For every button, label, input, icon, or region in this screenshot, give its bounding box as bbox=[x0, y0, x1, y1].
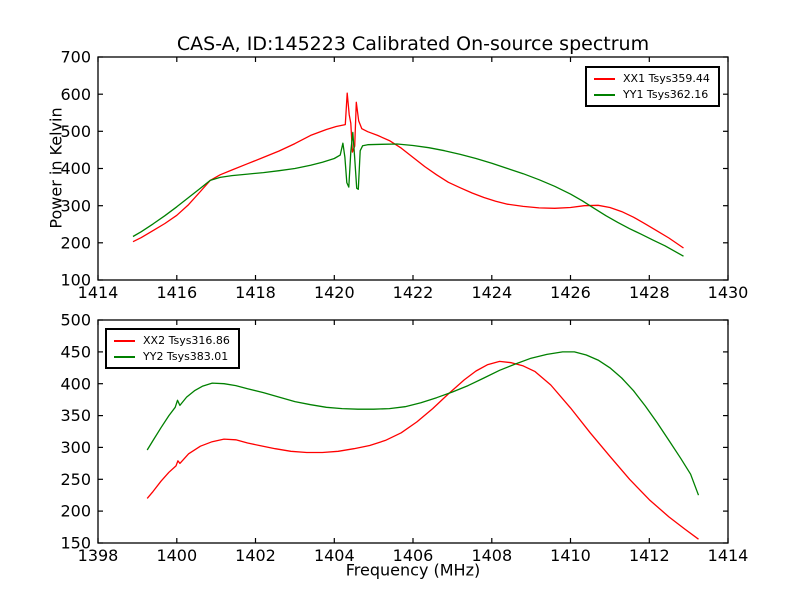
legend-entry: YY2 Tsys383.01 bbox=[114, 350, 230, 363]
x-tick-label: 1398 bbox=[78, 546, 119, 565]
x-tick-label: 1414 bbox=[78, 283, 119, 302]
legend-line-swatch bbox=[114, 339, 135, 342]
y-tick-label: 700 bbox=[60, 48, 91, 67]
legend-label: YY2 Tsys383.01 bbox=[143, 350, 229, 363]
legend-label: XX1 Tsys359.44 bbox=[623, 72, 710, 85]
chart-title: CAS-A, ID:145223 Calibrated On-source sp… bbox=[176, 33, 650, 55]
legend-label: YY1 Tsys362.16 bbox=[623, 88, 709, 101]
series-line-yy1 bbox=[132, 131, 684, 257]
legend-top-plot: XX1 Tsys359.44 YY1 Tsys362.16 bbox=[585, 66, 720, 107]
y-tick-label: 400 bbox=[60, 374, 91, 393]
legend-entry: XX2 Tsys316.86 bbox=[114, 334, 230, 347]
legend-line-swatch bbox=[114, 355, 135, 358]
x-tick-label: 1400 bbox=[156, 546, 197, 565]
legend-entry: XX1 Tsys359.44 bbox=[594, 72, 710, 85]
x-tick-label: 1430 bbox=[708, 283, 749, 302]
legend-bottom-plot: XX2 Tsys316.86 YY2 Tsys383.01 bbox=[105, 328, 240, 369]
x-tick-label: 1406 bbox=[393, 546, 434, 565]
y-tick-label: 150 bbox=[60, 534, 91, 553]
x-tick-label: 1402 bbox=[235, 546, 276, 565]
x-tick-label: 1418 bbox=[235, 283, 276, 302]
legend-label: XX2 Tsys316.86 bbox=[143, 334, 230, 347]
x-tick-label: 1414 bbox=[708, 546, 749, 565]
x-axis-label: Frequency (MHz) bbox=[345, 560, 481, 580]
y-tick-label: 450 bbox=[60, 343, 91, 362]
y-tick-label: 400 bbox=[60, 159, 91, 178]
series-line-xx1 bbox=[132, 92, 684, 249]
x-tick-label: 1410 bbox=[550, 546, 591, 565]
y-tick-label: 350 bbox=[60, 406, 91, 425]
y-tick-label: 250 bbox=[60, 470, 91, 489]
y-tick-label: 300 bbox=[60, 438, 91, 457]
x-tick-label: 1420 bbox=[314, 283, 355, 302]
legend-line-swatch bbox=[594, 93, 615, 96]
y-tick-label: 500 bbox=[60, 122, 91, 141]
x-tick-label: 1404 bbox=[314, 546, 355, 565]
x-tick-label: 1428 bbox=[629, 283, 670, 302]
x-tick-label: 1408 bbox=[471, 546, 512, 565]
series-line-xx2 bbox=[146, 360, 699, 540]
x-tick-label: 1424 bbox=[471, 283, 512, 302]
legend-line-swatch bbox=[594, 77, 615, 80]
series-line-yy2 bbox=[146, 351, 700, 496]
y-tick-label: 300 bbox=[60, 196, 91, 215]
x-tick-label: 1422 bbox=[393, 283, 434, 302]
y-tick-label: 200 bbox=[60, 233, 91, 252]
y-tick-label: 600 bbox=[60, 85, 91, 104]
legend-entry: YY1 Tsys362.16 bbox=[594, 88, 710, 101]
y-tick-label: 200 bbox=[60, 502, 91, 521]
y-axis-label: Power in Kelvin bbox=[46, 107, 66, 229]
y-tick-label: 100 bbox=[60, 271, 91, 290]
x-tick-label: 1416 bbox=[156, 283, 197, 302]
x-tick-label: 1412 bbox=[629, 546, 670, 565]
y-tick-label: 500 bbox=[60, 311, 91, 330]
x-tick-label: 1426 bbox=[550, 283, 591, 302]
